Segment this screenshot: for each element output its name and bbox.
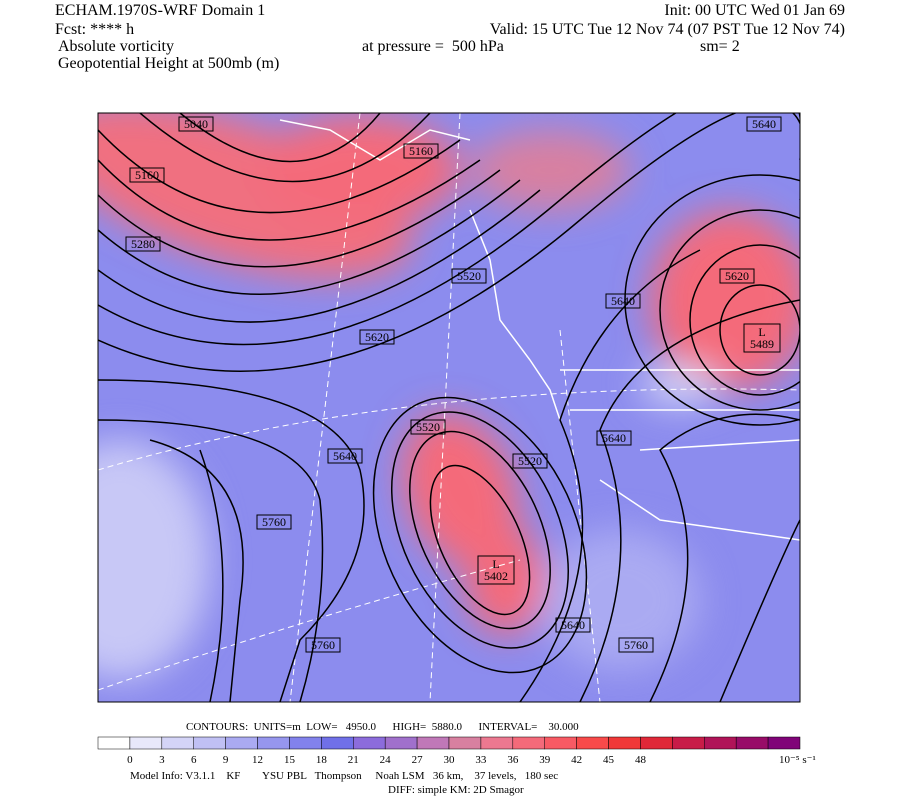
colorbar-tick-label: 21: [348, 754, 359, 766]
colorbar-swatch: [448, 736, 482, 750]
colorbar-swatch: [512, 736, 545, 750]
colorbar-tick-label: 12: [252, 754, 263, 766]
low-value: 5402: [484, 569, 508, 583]
colorbar-tick-label: 39: [539, 754, 551, 766]
contour-label-box: [719, 268, 755, 284]
colorbar-swatch: [735, 736, 769, 750]
contour-label-box: [178, 116, 214, 132]
colorbar-tick-label: 24: [380, 754, 392, 766]
colorbar-swatch: [608, 736, 641, 750]
contour-label-box: [410, 419, 446, 435]
contour-label: 5620: [365, 330, 389, 344]
contour-label: 5640: [333, 449, 357, 463]
contour-label: 5620: [725, 269, 749, 283]
colorbar-tick-label: 9: [223, 754, 229, 766]
contour-label-box: [327, 448, 363, 464]
colorbar-swatch: [767, 736, 801, 750]
colorbar-swatch: [161, 736, 194, 750]
colorbar-tick-label: 3: [159, 754, 165, 766]
low-label-box: [477, 555, 515, 585]
forecast: Fcst: **** h: [55, 21, 134, 38]
colorbar-swatch: [321, 736, 354, 750]
contour-label-box: [125, 236, 161, 252]
map-frame: [97, 112, 801, 703]
pressure: at pressure = 500 hPa: [362, 38, 504, 55]
contours-info: CONTOURS: UNITS=m LOW= 4950.0 HIGH= 5880…: [186, 721, 579, 733]
colorbar-tick-label: 42: [571, 754, 582, 766]
colorbar-tick-label: 6: [191, 754, 197, 766]
contour-label-box: [403, 143, 439, 159]
colorbar-tick-label: 0: [127, 754, 133, 766]
colorbar-swatch: [704, 736, 737, 750]
colorbar-swatch: [384, 736, 418, 750]
contour-label-box: [451, 268, 487, 284]
contour-label: 5160: [135, 168, 159, 182]
low-value: 5489: [750, 337, 774, 351]
contour-label: 5640: [561, 618, 585, 632]
contour-label-box: [305, 637, 341, 653]
contour-label-box: [746, 116, 782, 132]
colorbar-unit: 10⁻⁵ s⁻¹: [779, 754, 816, 766]
colorbar-swatch: [225, 736, 258, 750]
contour-label: 5520: [457, 269, 481, 283]
model-info: DIFF: simple KM: 2D Smagor: [388, 784, 524, 796]
colorbar-swatch: [257, 736, 290, 750]
valid-time: Valid: 15 UTC Tue 12 Nov 74 (07 PST Tue …: [490, 21, 845, 38]
contour-label-box: [618, 637, 654, 653]
colorbar-swatch: [416, 736, 450, 750]
contour-label-box: [256, 514, 292, 530]
contour-label: 5760: [262, 515, 286, 529]
title: ECHAM.1970S-WRF Domain 1: [55, 2, 265, 19]
contour-label: 5160: [409, 144, 433, 158]
contour-label: 5760: [311, 638, 335, 652]
contour-label: 5520: [518, 454, 542, 468]
colorbar-swatch: [640, 736, 673, 750]
colorbar-tick-label: 30: [444, 754, 456, 766]
contour-label-box: [555, 617, 591, 633]
smoothing: sm= 2: [700, 38, 740, 55]
contour-label: 5640: [611, 294, 635, 308]
low-label-box: [743, 323, 781, 353]
low-symbol: L: [492, 557, 499, 571]
colorbar-swatch: [544, 736, 577, 750]
model-info: Model Info: V3.1.1 KF YSU PBL Thompson N…: [130, 770, 558, 782]
colorbar-tick-label: 48: [635, 754, 647, 766]
colorbar-swatch: [576, 736, 609, 750]
colorbar-swatch: [353, 736, 386, 750]
contour-label: 5760: [624, 638, 648, 652]
contour-label: 5640: [752, 117, 776, 131]
map: [98, 113, 800, 702]
contour-label-box: [512, 453, 548, 469]
low-symbol: L: [758, 325, 765, 339]
init-time: Init: 00 UTC Wed 01 Jan 69: [664, 2, 845, 19]
contour-label-box: [129, 167, 165, 183]
colorbar-tick-label: 27: [412, 754, 424, 766]
colorbar-tick-label: 33: [475, 754, 487, 766]
colorbar-swatch: [672, 736, 705, 750]
contour-label-box: [596, 430, 632, 446]
contour-label-box: [359, 329, 395, 345]
contour-label-box: [605, 293, 641, 309]
colorbar-swatch: [289, 736, 322, 750]
field-name: Absolute vorticity: [58, 38, 174, 55]
colorbar-swatch: [97, 736, 131, 750]
field-name: Geopotential Height at 500mb (m): [58, 55, 279, 72]
colorbar-tick-label: 15: [284, 754, 296, 766]
contour-label: 5040: [184, 117, 208, 131]
contour-label: 5520: [416, 420, 440, 434]
contour-label: 5280: [131, 237, 155, 251]
colorbar-swatch: [129, 736, 163, 750]
colorbar-tick-label: 36: [507, 754, 519, 766]
contour-label: 5640: [602, 431, 626, 445]
colorbar-swatch: [193, 736, 226, 750]
colorbar-swatch: [480, 736, 514, 750]
colorbar-tick-label: 45: [603, 754, 615, 766]
colorbar-tick-label: 18: [316, 754, 328, 766]
